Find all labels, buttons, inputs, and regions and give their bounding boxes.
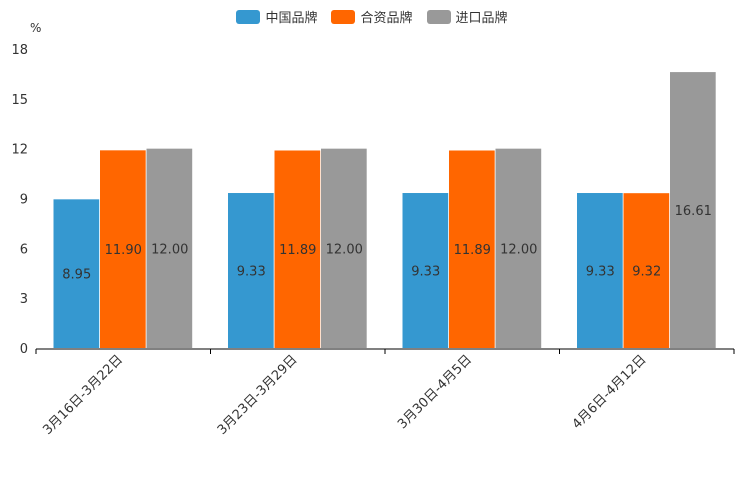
y-tick-label: 3 — [20, 292, 28, 307]
legend-label-china-brand: 中国品牌 — [265, 11, 318, 26]
y-tick-label: 18 — [11, 43, 28, 58]
bar-value-label: 12.00 — [151, 242, 188, 257]
x-tick-label: 3月30日-4月5日 — [395, 352, 475, 432]
y-axis-unit-label: % — [30, 21, 42, 35]
bar-value-label: 8.95 — [62, 268, 91, 283]
chart-legend: 中国品牌 合资品牌 进口品牌 — [0, 7, 744, 26]
y-tick-label: 6 — [20, 242, 28, 257]
legend-label-import-brand: 进口品牌 — [455, 11, 508, 26]
bar — [53, 199, 100, 348]
legend-item-jv-brand[interactable]: 合资品牌 — [331, 7, 413, 26]
legend-swatch-jv-brand — [331, 9, 356, 24]
bar — [100, 150, 146, 348]
bar-value-label: 16.61 — [675, 204, 712, 219]
legend-swatch-import-brand — [426, 9, 451, 24]
bar — [321, 148, 367, 348]
bar-value-label: 11.89 — [279, 243, 316, 258]
bar-value-label: 11.89 — [454, 243, 491, 258]
bar-value-label: 12.00 — [326, 242, 363, 257]
bar — [274, 150, 321, 348]
legend-label-jv-brand: 合资品牌 — [360, 11, 413, 26]
bar — [228, 193, 274, 348]
bar-value-label: 9.33 — [586, 265, 615, 280]
y-tick-label: 0 — [20, 342, 28, 357]
bar-value-label: 12.00 — [500, 242, 537, 257]
x-tick-label: 3月23日-3月29日 — [215, 352, 301, 438]
bar — [495, 148, 542, 348]
x-tick-label: 4月6日-4月12日 — [570, 352, 650, 432]
legend-item-import-brand[interactable]: 进口品牌 — [426, 7, 508, 26]
bar-value-label: 9.33 — [237, 265, 266, 280]
bar-value-label: 9.33 — [411, 265, 440, 280]
y-tick-label: 12 — [11, 143, 28, 158]
bar — [449, 150, 495, 348]
bar — [146, 148, 193, 348]
bar-value-label: 11.90 — [105, 243, 142, 258]
bar-value-label: 9.32 — [632, 265, 661, 280]
bar — [670, 72, 716, 348]
y-tick-label: 15 — [11, 93, 28, 108]
legend-swatch-china-brand — [236, 9, 261, 24]
y-tick-label: 9 — [20, 193, 28, 208]
bar — [402, 193, 449, 348]
x-tick-label: 3月16日-3月22日 — [40, 352, 126, 438]
bar — [623, 193, 670, 348]
bar — [577, 193, 623, 348]
legend-item-china-brand[interactable]: 中国品牌 — [236, 7, 317, 26]
